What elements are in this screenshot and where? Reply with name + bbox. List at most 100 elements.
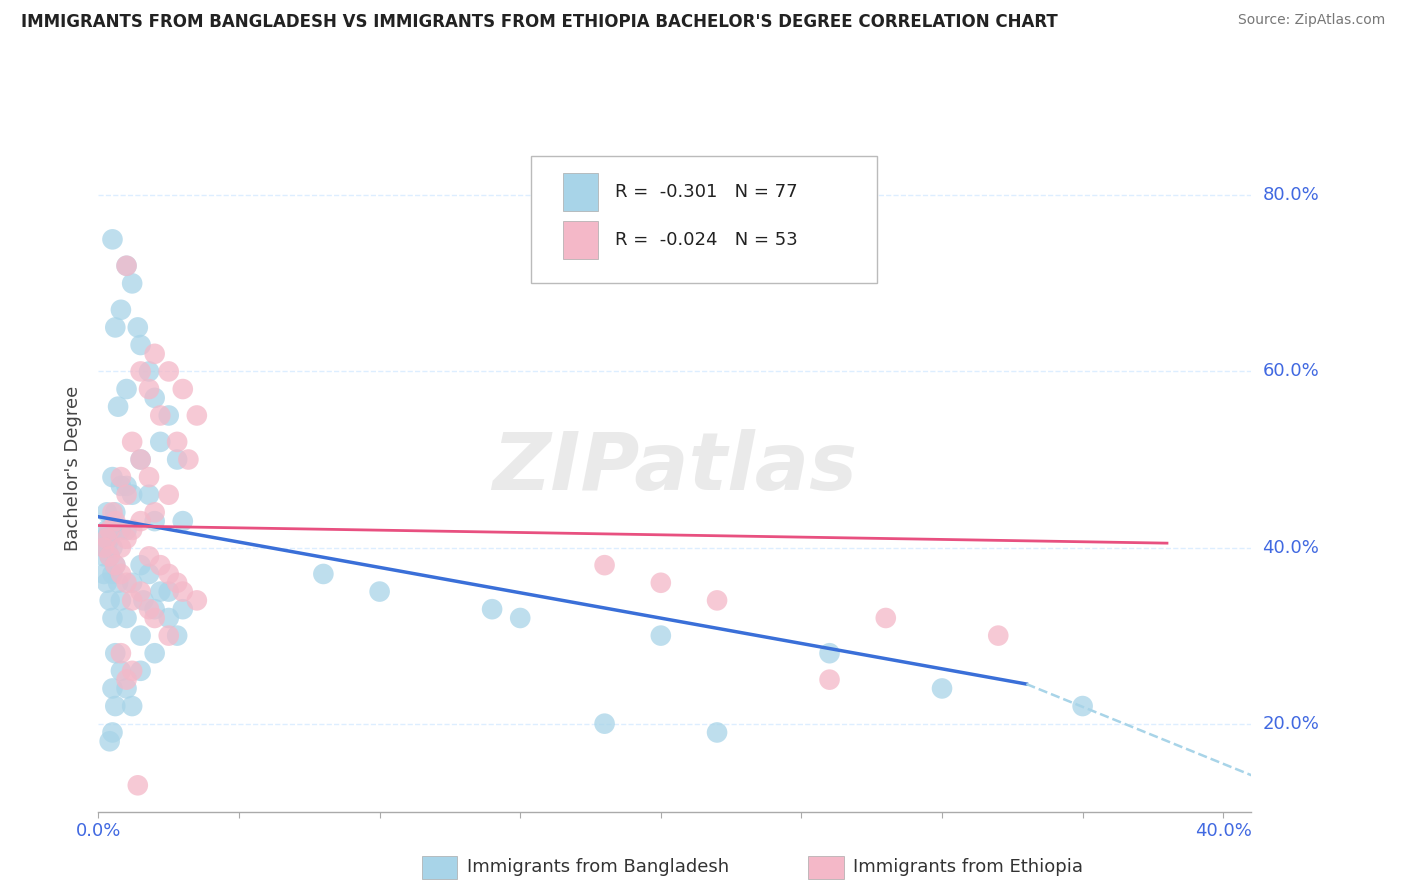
Point [143, 646, 166, 660]
Point [101, 611, 124, 625]
Point [129, 514, 152, 528]
Point [121, 664, 143, 678]
Point [121, 488, 143, 502]
Point [98, 549, 121, 564]
Text: Source: ZipAtlas.com: Source: ZipAtlas.com [1237, 13, 1385, 28]
Point [110, 566, 132, 581]
Point [121, 277, 143, 291]
Point [115, 259, 138, 273]
FancyBboxPatch shape [530, 156, 877, 283]
Point [104, 699, 127, 714]
Point [138, 470, 160, 484]
Point [93, 566, 115, 581]
Point [121, 593, 143, 607]
Text: 40.0%: 40.0% [1263, 539, 1319, 557]
Text: Immigrants from Bangladesh: Immigrants from Bangladesh [467, 858, 728, 876]
Point [98, 523, 121, 537]
Point [129, 664, 152, 678]
Point [96, 532, 118, 546]
Point [172, 382, 194, 396]
Point [593, 716, 616, 731]
Point [115, 488, 138, 502]
Point [818, 673, 841, 687]
Y-axis label: Bachelor's Degree: Bachelor's Degree [65, 385, 83, 551]
Point [121, 699, 143, 714]
Point [101, 470, 124, 484]
FancyBboxPatch shape [562, 221, 598, 259]
Point [138, 488, 160, 502]
Point [368, 584, 391, 599]
Point [104, 320, 127, 334]
Point [93, 541, 115, 555]
Point [987, 629, 1010, 643]
Text: R =  -0.024   N = 53: R = -0.024 N = 53 [614, 231, 797, 249]
Point [650, 575, 672, 590]
Point [706, 593, 728, 607]
Point [96, 523, 118, 537]
Point [138, 566, 160, 581]
Point [312, 566, 335, 581]
Point [149, 558, 172, 573]
Point [129, 584, 152, 599]
Point [115, 673, 138, 687]
Point [115, 532, 138, 546]
Point [115, 259, 138, 273]
Point [509, 611, 531, 625]
Point [143, 505, 166, 519]
Point [138, 364, 160, 378]
Point [172, 514, 194, 528]
Point [104, 514, 127, 528]
Text: Immigrants from Ethiopia: Immigrants from Ethiopia [853, 858, 1084, 876]
Point [818, 250, 841, 264]
Point [127, 778, 149, 792]
Point [1071, 699, 1094, 714]
Point [138, 382, 160, 396]
Point [166, 575, 188, 590]
Point [157, 364, 180, 378]
Point [115, 479, 138, 493]
Point [157, 584, 180, 599]
Point [186, 409, 208, 423]
Point [818, 646, 841, 660]
Point [143, 347, 166, 361]
Point [127, 320, 149, 334]
Point [96, 505, 118, 519]
Text: R =  -0.301   N = 77: R = -0.301 N = 77 [614, 183, 797, 201]
Point [129, 364, 152, 378]
Point [129, 452, 152, 467]
Point [166, 452, 188, 467]
Point [650, 629, 672, 643]
Point [166, 629, 188, 643]
Point [121, 575, 143, 590]
Point [101, 681, 124, 696]
Point [98, 523, 121, 537]
Point [143, 611, 166, 625]
Point [107, 400, 129, 414]
Point [110, 523, 132, 537]
Point [157, 611, 180, 625]
Point [98, 549, 121, 564]
Point [96, 541, 118, 555]
Point [93, 549, 115, 564]
Point [115, 681, 138, 696]
Point [149, 409, 172, 423]
Point [481, 602, 503, 616]
Point [157, 409, 180, 423]
Point [177, 452, 200, 467]
Point [104, 558, 127, 573]
Point [129, 452, 152, 467]
Point [110, 470, 132, 484]
Text: 60.0%: 60.0% [1263, 362, 1319, 380]
Point [157, 629, 180, 643]
Point [110, 664, 132, 678]
Point [115, 575, 138, 590]
Point [110, 593, 132, 607]
Point [129, 558, 152, 573]
Point [121, 434, 143, 449]
Point [101, 566, 124, 581]
Point [101, 523, 124, 537]
Point [706, 725, 728, 739]
Point [101, 541, 124, 555]
Point [115, 611, 138, 625]
Point [98, 734, 121, 748]
